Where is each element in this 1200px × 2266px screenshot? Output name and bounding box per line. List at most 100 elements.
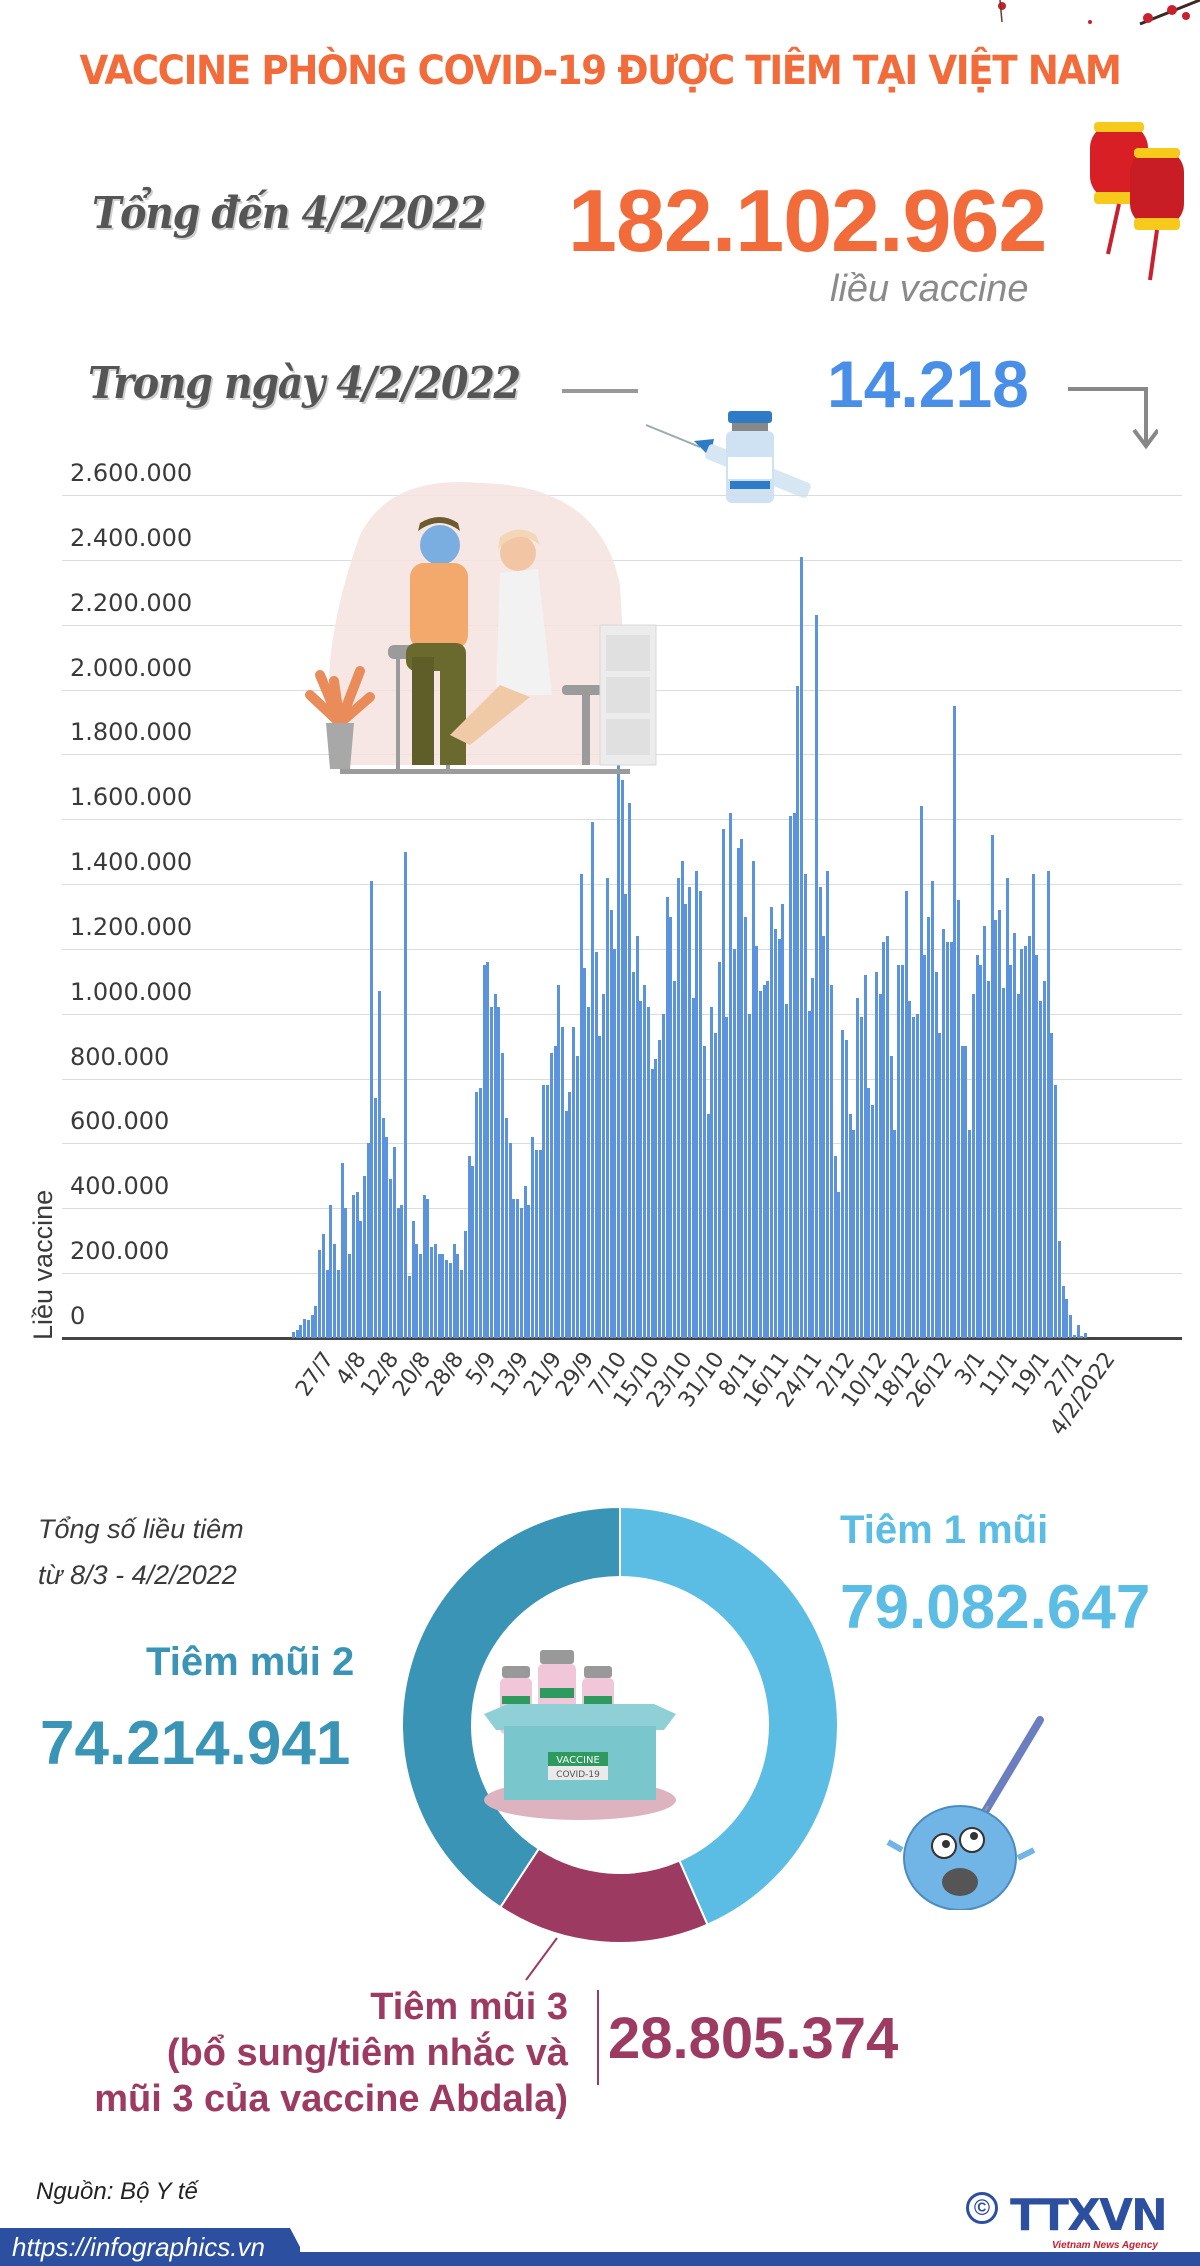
bar (433, 1243, 437, 1338)
dose1-segment (619, 1505, 839, 1926)
bar (800, 556, 804, 1338)
dose2-value: 74.214.941 (40, 1709, 351, 1778)
bar (628, 803, 632, 1338)
y-tick-label: 200.000 (70, 1237, 170, 1266)
bar (344, 1208, 348, 1338)
plum-blossom-decoration (998, 0, 1200, 26)
bar (773, 929, 777, 1338)
y-tick-label: 0 (70, 1302, 86, 1330)
bar (1027, 935, 1031, 1338)
bar (702, 1046, 706, 1338)
bar (766, 981, 770, 1338)
ttxvn-logo-subtitle: Vietnam News Agency (1052, 2240, 1158, 2251)
bar (900, 965, 904, 1338)
bar (871, 1104, 875, 1338)
bar (1061, 1286, 1065, 1338)
bar (396, 1208, 400, 1338)
bar (863, 974, 867, 1338)
bar (1024, 945, 1028, 1338)
bar (897, 965, 901, 1338)
arrow-down-icon (1068, 387, 1158, 450)
bar (833, 1156, 837, 1338)
bar (665, 897, 669, 1338)
bar (594, 952, 598, 1338)
bar (676, 877, 680, 1338)
bar (620, 780, 624, 1338)
donut-caption: Tổng số liều tiêm từ 8/3 - 4/2/2022 (38, 1506, 244, 1598)
bar (493, 994, 497, 1338)
infographics-link[interactable]: https://infographics.vn (12, 2232, 265, 2262)
y-tick-label: 600.000 (70, 1107, 170, 1136)
bar (732, 948, 736, 1338)
vaccine-box-icon: VACCINE COVID-19 (484, 1650, 676, 1820)
bar (516, 1198, 520, 1338)
bar (430, 1247, 434, 1338)
bar (366, 1143, 370, 1338)
bar (624, 893, 628, 1338)
bar (1005, 877, 1009, 1338)
bar (605, 877, 609, 1338)
bar (729, 812, 733, 1338)
bar (385, 1136, 389, 1338)
bar (792, 812, 796, 1338)
bar (531, 1136, 535, 1338)
bar (942, 929, 946, 1338)
dose3-segment (498, 1847, 709, 1944)
gridline (62, 559, 1182, 561)
bar (1069, 1315, 1073, 1338)
bar (486, 961, 490, 1338)
bar (411, 1221, 415, 1338)
bar (314, 1305, 318, 1338)
bar (463, 1231, 467, 1338)
bar (321, 1234, 325, 1338)
dose1-label: Tiêm 1 mũi (840, 1508, 1049, 1552)
bar (975, 955, 979, 1338)
bar (654, 1059, 658, 1338)
bar (781, 903, 785, 1338)
bar (938, 1033, 942, 1338)
donut-caption-line1: Tổng số liều tiêm (38, 1514, 244, 1544)
bar (960, 1046, 964, 1338)
y-tick-label: 1.200.000 (70, 912, 193, 941)
bar (669, 916, 673, 1338)
bar (635, 935, 639, 1338)
bar (650, 1068, 654, 1338)
dose3-value: 28.805.374 (608, 2006, 899, 2071)
bar (706, 1114, 710, 1338)
total-unit-label: liều vaccine (830, 268, 1029, 310)
bar (587, 1007, 591, 1338)
bar (306, 1320, 310, 1338)
bar (400, 1205, 404, 1338)
dose3-separator (597, 1990, 599, 2085)
bar (1065, 1299, 1069, 1338)
bar (919, 806, 923, 1338)
bar (392, 1146, 396, 1338)
bar (1039, 1000, 1043, 1338)
bar (377, 991, 381, 1338)
bar (751, 861, 755, 1338)
bar (1013, 932, 1017, 1338)
bar (1009, 965, 1013, 1338)
bar (1054, 1085, 1058, 1338)
copyright-icon: © (966, 2192, 998, 2224)
bar (303, 1318, 307, 1338)
bar (852, 1130, 856, 1338)
bar (930, 880, 934, 1338)
bar (512, 1198, 516, 1338)
bar (546, 1085, 550, 1338)
bar (471, 1166, 475, 1338)
bar (844, 1039, 848, 1338)
bar (519, 1208, 523, 1338)
bar (874, 971, 878, 1338)
y-tick-label: 800.000 (70, 1042, 170, 1071)
daily-label: Trong ngày 4/2/2022 (88, 358, 521, 409)
bar (538, 1149, 542, 1338)
bar (889, 1055, 893, 1338)
bar (740, 838, 744, 1338)
bar (893, 1130, 897, 1338)
donut-caption-line2: từ 8/3 - 4/2/2022 (38, 1560, 237, 1590)
bar (725, 1017, 729, 1338)
bar (1031, 874, 1035, 1338)
bar (1080, 1336, 1084, 1338)
bar (643, 984, 647, 1338)
